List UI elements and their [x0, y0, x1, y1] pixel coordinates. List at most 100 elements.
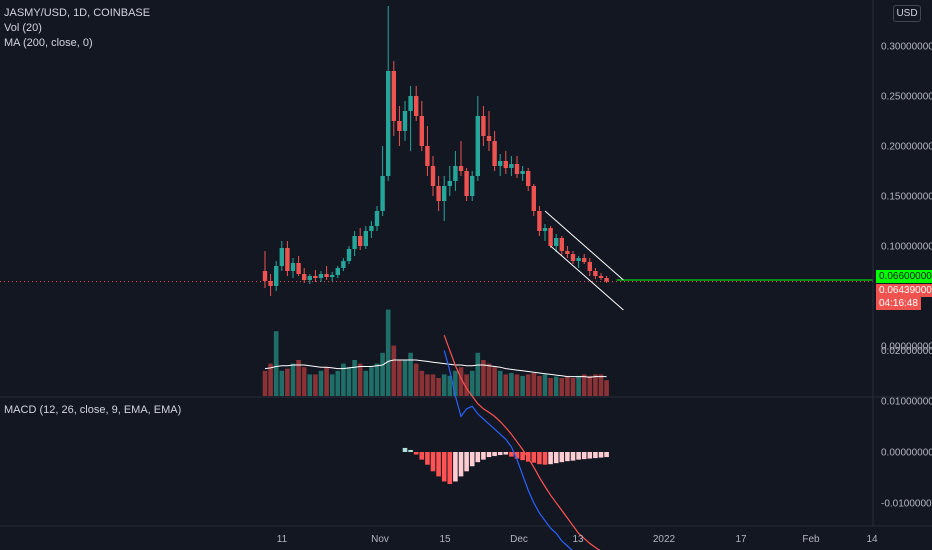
- volume-bar: [324, 367, 329, 396]
- candle-body: [425, 146, 430, 166]
- macd-histogram-bar: [447, 452, 453, 485]
- candle-body: [554, 238, 559, 246]
- candle-body: [391, 71, 396, 121]
- candle-body: [520, 171, 525, 174]
- candle-body: [436, 186, 441, 201]
- candle-body: [408, 96, 413, 111]
- volume-bar: [458, 367, 464, 396]
- macd-histogram-bar: [514, 452, 520, 459]
- volume-bar: [581, 374, 587, 396]
- volume-bar: [419, 370, 425, 396]
- candle-body: [570, 254, 576, 261]
- candle-body: [296, 263, 301, 274]
- volume-bar: [542, 374, 548, 396]
- candle-body: [548, 228, 553, 246]
- macd-histogram-bar: [531, 452, 537, 463]
- candle-body: [542, 228, 548, 231]
- macd-tick-label: 0.01000000: [881, 397, 932, 408]
- volume-bar: [307, 374, 313, 396]
- price-tick-label: 0.00000000: [881, 342, 932, 353]
- candle-body: [330, 275, 335, 277]
- x-tick-label: 15: [439, 534, 451, 545]
- ma-indicator-label[interactable]: MA (200, close, 0): [4, 37, 93, 49]
- candle-body: [492, 141, 497, 166]
- volume-bar: [469, 370, 475, 396]
- macd-histogram-bar: [469, 452, 475, 467]
- macd-histogram-bar: [537, 452, 542, 465]
- x-tick-label: 11: [277, 534, 288, 545]
- candle-body: [318, 274, 324, 278]
- countdown-badge: 04:16:48: [876, 297, 921, 310]
- volume-bar: [441, 374, 447, 396]
- candle-body: [285, 248, 290, 271]
- candle-body: [582, 258, 587, 262]
- macd-histogram-bar: [576, 452, 581, 460]
- volume-indicator-label[interactable]: Vol (20): [4, 22, 42, 34]
- axes[interactable]: 11 Nov 15 Dec 13 2022 17 Feb 14 0.30000000 0.25000…: [277, 42, 932, 550]
- volume-bar: [369, 367, 374, 396]
- macd-indicator-label[interactable]: MACD (12, 26, close, 9, EMA, EMA): [4, 404, 182, 416]
- volume-bar: [486, 363, 492, 396]
- x-tick-label: Nov: [371, 534, 389, 545]
- x-tick-label: 14: [866, 534, 878, 545]
- trendline-upper[interactable]: [544, 210, 624, 281]
- volume-bar: [604, 380, 609, 396]
- price-tick-label: 0.30000000: [881, 42, 932, 53]
- volume-bar: [430, 374, 436, 396]
- x-tick-label: Dec: [510, 534, 528, 545]
- macd-histogram-bar: [559, 452, 565, 463]
- x-tick-label: Feb: [802, 534, 820, 545]
- candle-body: [470, 176, 475, 196]
- macd-histogram-bar: [413, 452, 419, 455]
- price-tick-label: 0.15000000: [881, 192, 932, 203]
- volume-bar: [525, 374, 531, 396]
- macd-histogram-bar: [481, 452, 486, 460]
- macd-histogram-bar: [441, 452, 447, 482]
- candle-body: [503, 161, 508, 168]
- volume-bar: [290, 363, 296, 396]
- macd-histogram-bar: [408, 449, 413, 452]
- candle-body: [593, 271, 598, 276]
- candlesticks: [262, 6, 609, 296]
- candle-body: [565, 251, 570, 254]
- candle-body: [268, 281, 273, 286]
- candle-body: [587, 262, 592, 271]
- volume-bar: [385, 309, 391, 396]
- volume-bar: [363, 370, 369, 396]
- candle-body: [453, 166, 458, 181]
- volume-bar: [285, 368, 290, 396]
- macd-histogram-bar: [598, 452, 604, 458]
- candle-body: [458, 166, 464, 171]
- macd-histogram-bar: [425, 452, 430, 465]
- candle-body: [464, 171, 469, 196]
- x-tick-label: 13: [572, 534, 584, 545]
- macd-histogram-bar: [503, 452, 509, 455]
- volume-bars: [262, 309, 609, 396]
- volume-bar: [397, 360, 402, 396]
- candle-body: [279, 248, 284, 266]
- candle-body: [274, 266, 279, 286]
- currency-button[interactable]: USD: [893, 5, 921, 22]
- macd-tick-label: 0.00000000: [881, 448, 932, 459]
- volume-bar: [464, 374, 469, 396]
- volume-bar: [402, 360, 408, 396]
- macd-histogram-bar: [509, 452, 514, 457]
- volume-bar: [537, 375, 542, 396]
- volume-bar: [262, 370, 268, 396]
- trendline-lower[interactable]: [550, 245, 624, 311]
- macd-histogram-bar: [525, 452, 531, 462]
- volume-bar: [453, 370, 458, 396]
- volume-bar: [408, 352, 413, 396]
- candle-body: [324, 274, 329, 277]
- candle-body: [481, 116, 486, 136]
- volume-bar: [352, 360, 357, 396]
- candle-body: [374, 211, 380, 226]
- macd-histogram-bar: [402, 447, 408, 452]
- macd-histogram-bar: [436, 452, 441, 477]
- symbol-title[interactable]: JASMY/USD, 1D, COINBASE: [4, 7, 151, 19]
- candle-body: [537, 211, 542, 231]
- candle-body: [386, 71, 391, 176]
- candle-body: [531, 186, 536, 211]
